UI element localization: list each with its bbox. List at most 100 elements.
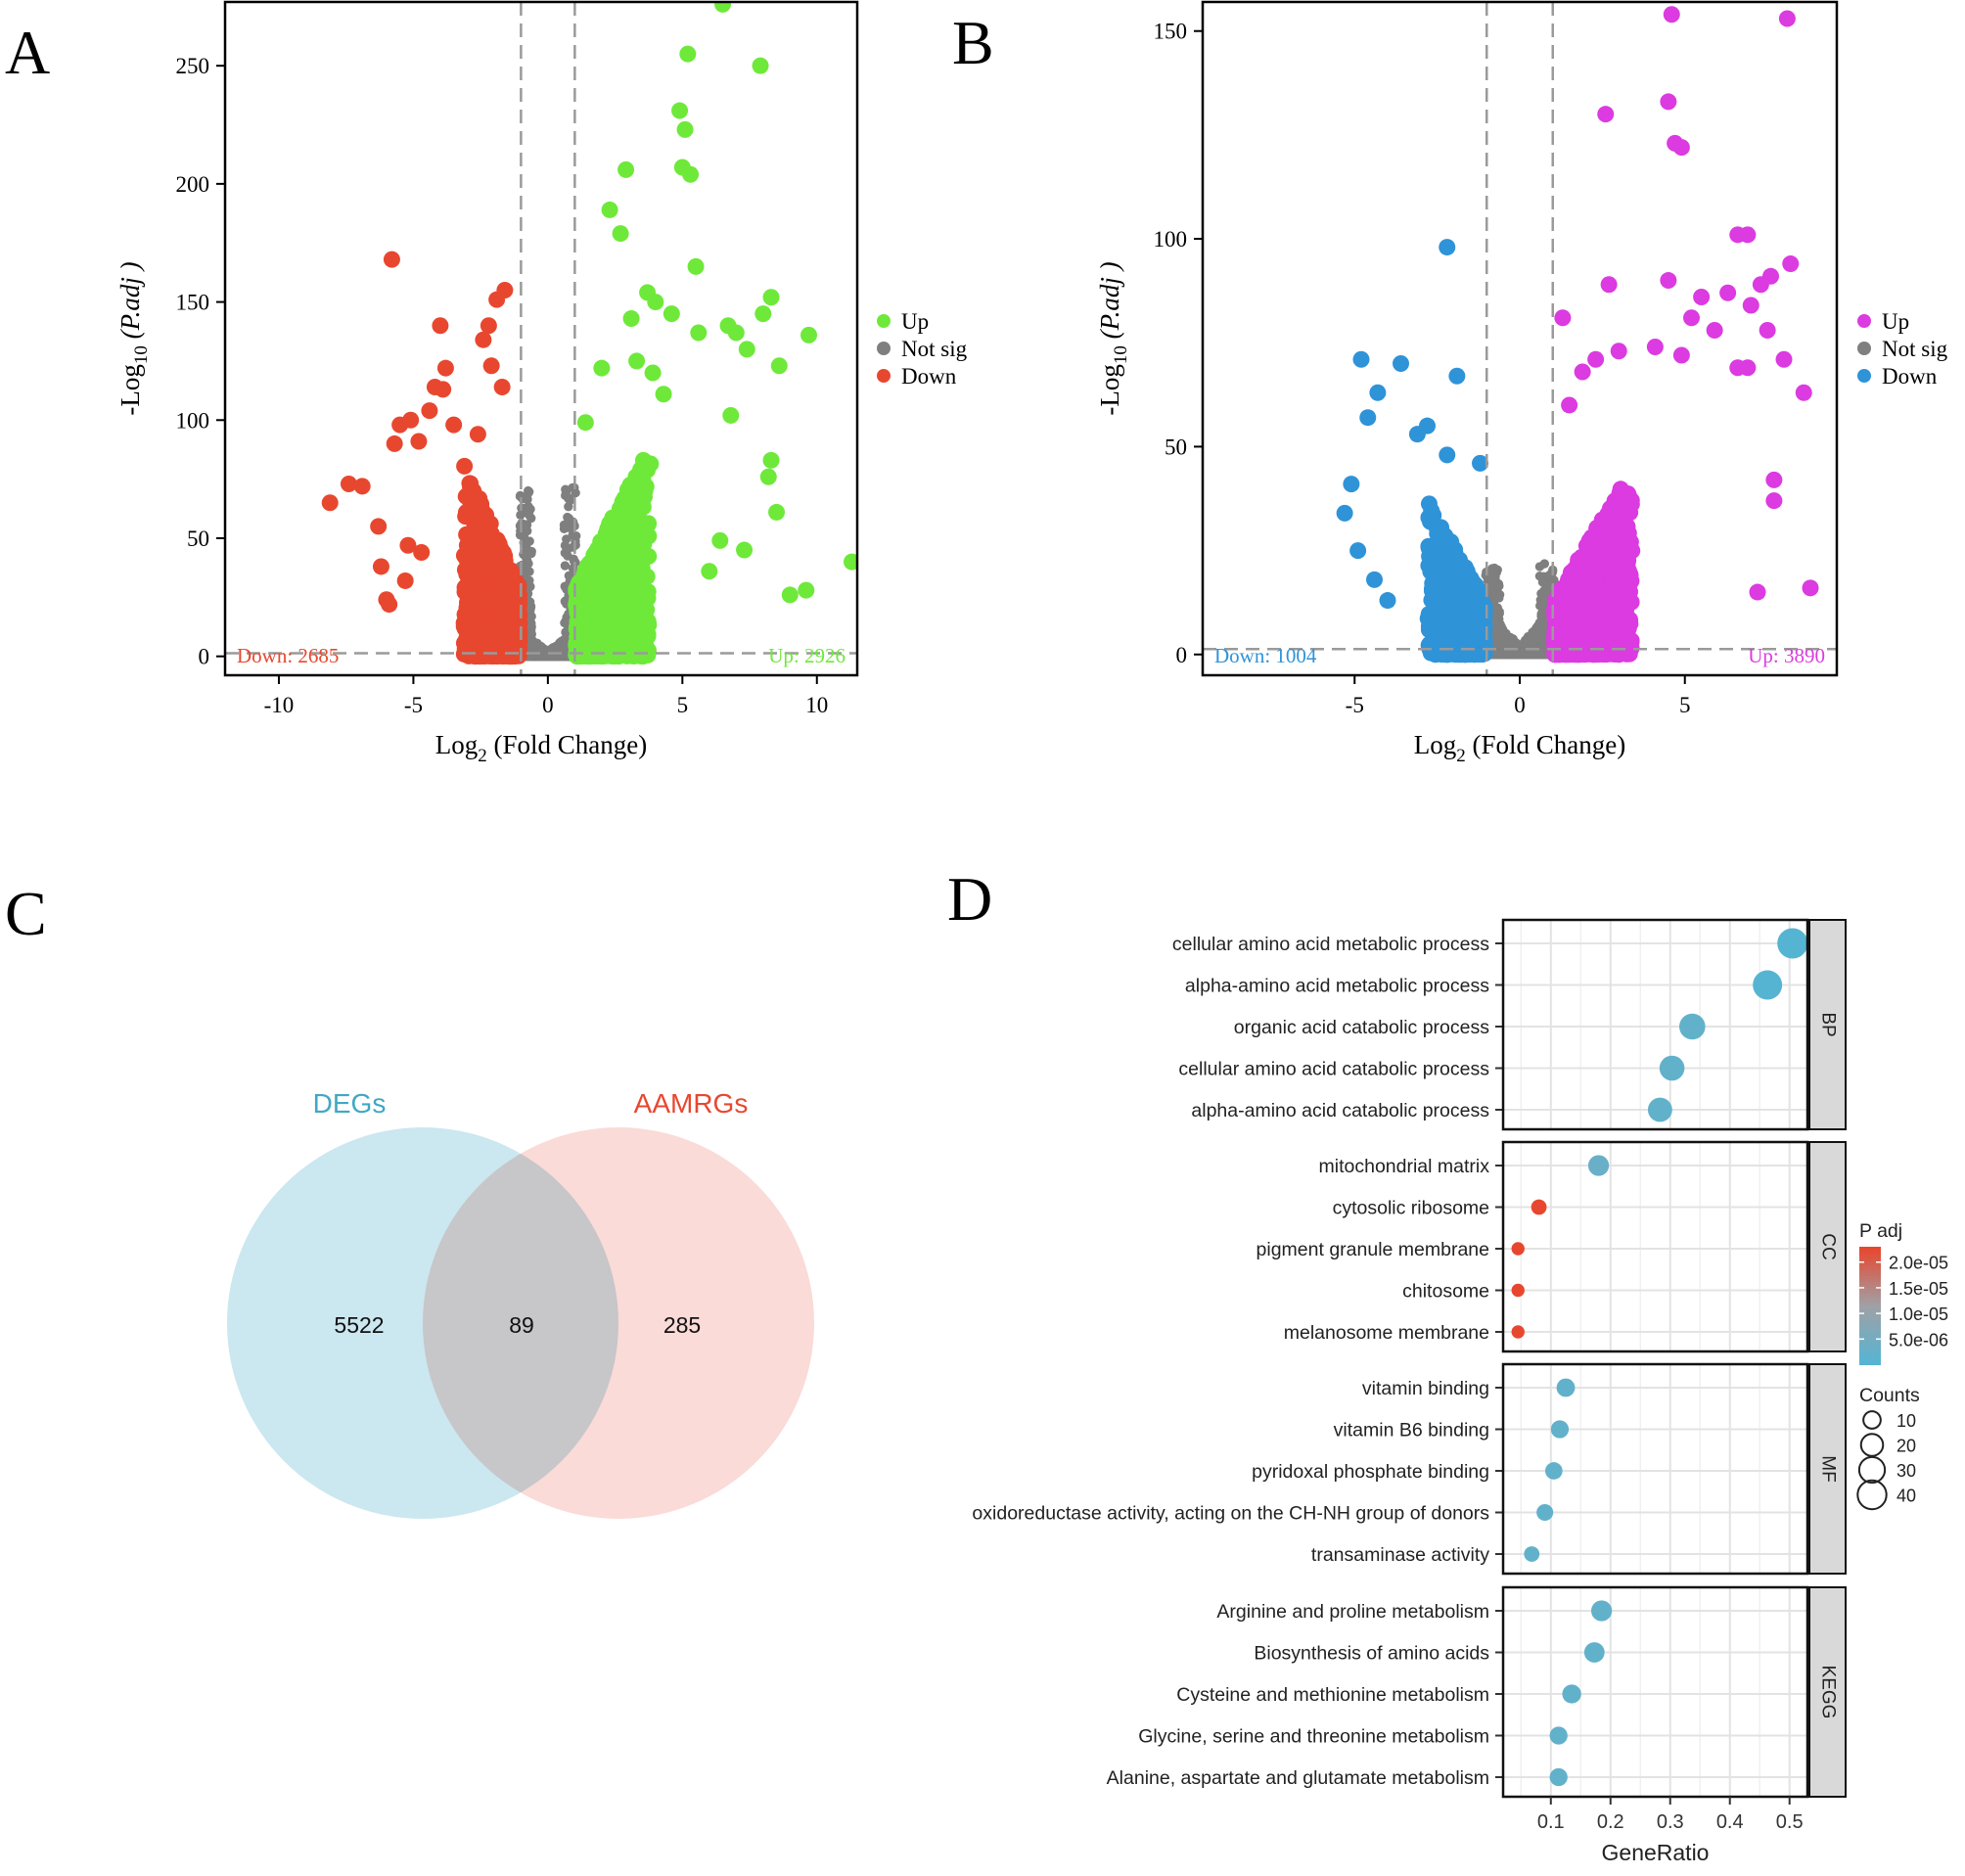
point-up [752,57,769,74]
y-tick-label: 100 [176,408,210,433]
point-up [633,608,651,625]
point-down [493,378,511,395]
point-up [679,45,697,63]
point-down [504,581,522,599]
point-up [636,634,654,652]
point-up [619,509,637,526]
point-up [607,619,624,637]
point-down [383,251,400,268]
point-up [609,633,626,651]
point-down [410,433,428,450]
point-down [396,572,414,589]
point-up [762,289,780,306]
point-up [736,541,754,559]
point-down [426,378,443,395]
point-down [475,331,492,348]
x-tick-label: -5 [404,693,423,717]
plot-frame [223,0,859,677]
point-down [321,494,339,512]
point-down [480,558,498,575]
point-down [460,602,478,619]
point-up [622,309,640,327]
point-up [601,201,618,218]
point-down [386,435,403,452]
x-axis-title-main: Log [435,730,479,759]
point-up [609,580,626,598]
point-up [762,451,780,469]
point-not-sig [561,618,571,628]
x-axis-title-rest: (Fold Change) [487,730,647,759]
point-up [632,463,650,480]
point-down [455,547,473,565]
x-tick-label: -10 [264,693,295,717]
point-down [436,359,454,377]
point-down [469,619,486,637]
point-down [445,416,463,434]
point-up [617,160,635,178]
point-down [488,291,506,308]
point-not-sig [560,548,571,558]
point-down [372,558,389,575]
x-tick-label: 0 [542,693,554,717]
point-down [462,475,480,492]
y-tick-label: 250 [176,54,210,78]
point-not-sig [560,561,571,571]
point-not-sig [539,652,549,662]
point-up [595,629,613,647]
point-up [638,547,656,565]
point-down [456,457,474,475]
point-up [606,600,623,618]
point-up [621,641,639,659]
point-up [571,647,588,664]
point-down [474,639,491,657]
y-tick-label: 200 [176,172,210,197]
point-down [378,591,395,609]
x-tick-label: 10 [805,693,828,717]
y-axis-title-main: -Log [115,364,145,415]
point-down [455,615,473,632]
point-up [663,305,680,323]
point-down [464,527,481,545]
y-tick-label: 50 [187,526,209,551]
point-down [467,493,484,511]
point-up [639,516,657,533]
panel-label-d: D [947,864,992,934]
point-up [628,352,646,370]
legend-label: Down [901,364,957,389]
panel-label-c: C [5,879,47,948]
point-down [391,416,409,434]
point-down [353,478,371,495]
point-down [482,357,500,375]
point-up [593,359,611,377]
point-up [714,2,732,13]
point-up [671,102,689,119]
legend-marker [877,314,891,328]
y-tick-label: 150 [176,291,210,315]
point-up [844,553,857,571]
point-up [638,568,656,585]
point-up [687,257,705,275]
point-cloud [1336,6,1819,663]
point-up [571,579,588,597]
panel-label-b: B [952,8,994,77]
x-tick-label: 5 [677,693,689,717]
point-not-sig [1525,649,1535,660]
point-up [738,341,755,358]
point-not-sig [561,582,571,592]
point-down [421,402,438,420]
point-not-sig [560,596,571,607]
point-down [486,573,504,591]
y-tick-label: 0 [199,645,210,669]
point-up [639,589,657,607]
legend-marker [877,342,891,355]
point-not-sig [525,567,534,576]
point-up [644,364,662,382]
point-not-sig [566,495,575,505]
point-down [481,540,499,558]
point-up [655,386,672,403]
panel-label-a: A [5,18,50,87]
point-not-sig [525,536,534,546]
point-up [781,586,799,604]
